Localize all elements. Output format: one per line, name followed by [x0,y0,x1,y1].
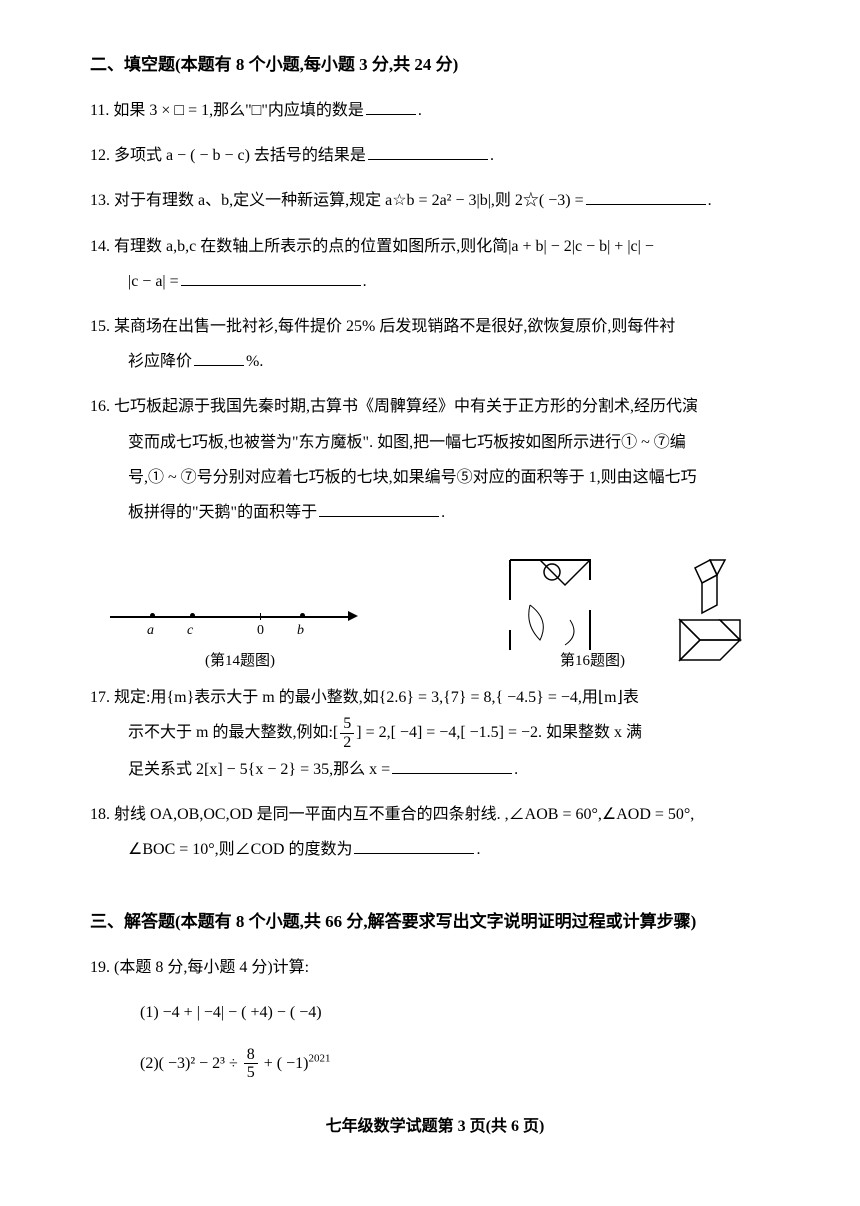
q17-end: . [514,761,518,778]
figure-14: a c 0 b (第14题图) [110,601,370,670]
q13-end: . [708,192,712,209]
page-footer: 七年级数学试题第 3 页(共 6 页) [90,1112,780,1136]
nl-label-a: a [147,623,154,639]
q15-line2: 衫应降价 [128,353,192,370]
fraction: 52 [340,715,354,751]
tangram-swan [660,555,760,670]
figures-row: a c 0 b (第14题图) [90,550,780,670]
figure-16-caption: 第16题图) [560,649,625,670]
q17-line2b: ] = 2,[ −4] = −4,[ −1.5] = −2. 如果整数 x 满 [356,724,642,741]
blank [392,756,512,774]
q18-line2: ∠BOC = 10°,则∠COD 的度数为 [128,841,352,858]
question-11: 11. 如果 3 × □ = 1,那么"□"内应填的数是. [90,93,780,128]
blank [181,268,361,286]
figure-16: 第16题图) [480,550,760,670]
q16-line3: 号,① ~ ⑦号分别对应着七巧板的七块,如果编号⑤对应的面积等于 1,则由这幅七… [128,469,697,486]
nl-label-b: b [297,623,304,639]
q17-line3: 足关系式 2[x] − 5{x − 2} = 35,那么 x = [128,761,390,778]
q18-end: . [476,841,480,858]
q11-text: 11. 如果 3 × □ = 1,那么"□"内应填的数是 [90,102,364,119]
q11-end: . [418,102,422,119]
q15-text: 15. 某商场在出售一批衬衫,每件提价 25% 后发现销路不是很好,欲恢复原价,… [90,318,675,335]
q15-end: %. [246,353,263,370]
nl-label-c: c [187,623,193,639]
q19-part1: (1) −4 + | −4| − ( +4) − ( −4) [90,995,780,1030]
blank [194,348,244,366]
question-15: 15. 某商场在出售一批衬衫,每件提价 25% 后发现销路不是很好,欲恢复原价,… [90,309,780,379]
blank [366,97,416,115]
q13-text: 13. 对于有理数 a、b,定义一种新运算,规定 a☆b = 2a² − 3|b… [90,192,584,209]
question-19: 19. (本题 8 分,每小题 4 分)计算: [90,950,780,985]
q19-2b: + ( −1) [260,1055,309,1072]
section3-header: 三、解答题(本题有 8 个小题,共 66 分,解答要求写出文字说明证明过程或计算… [90,907,780,932]
blank [354,836,474,854]
figure-14-caption: (第14题图) [110,649,370,670]
exponent: 2021 [308,1052,330,1064]
q19-part2: (2)( −3)² − 2³ ÷ 85 + ( −1)2021 [90,1046,780,1082]
q16-line4: 板拼得的"天鹅"的面积等于 [128,504,317,521]
q16-text: 16. 七巧板起源于我国先秦时期,古算书《周髀算经》中有关于正方形的分割术,经历… [90,398,698,415]
q12-end: . [490,147,494,164]
q17-text: 17. 规定:用{m}表示大于 m 的最小整数,如{2.6} = 3,{7} =… [90,689,639,706]
question-18: 18. 射线 OA,OB,OC,OD 是同一平面内互不重合的四条射线. ,∠AO… [90,797,780,867]
q18-text: 18. 射线 OA,OB,OC,OD 是同一平面内互不重合的四条射线. ,∠AO… [90,806,694,823]
q14-end: . [363,273,367,290]
section2-header: 二、填空题(本题有 8 个小题,每小题 3 分,共 24 分) [90,50,780,75]
q12-text: 12. 多项式 a − ( − b − c) 去括号的结果是 [90,147,366,164]
blank [319,499,439,517]
q14-line2: |c − a| = [128,273,179,290]
blank [586,187,706,205]
q16-end: . [441,504,445,521]
blank [368,142,488,160]
question-14: 14. 有理数 a,b,c 在数轴上所表示的点的位置如图所示,则化简|a + b… [90,229,780,299]
question-12: 12. 多项式 a − ( − b − c) 去括号的结果是. [90,138,780,173]
question-17: 17. 规定:用{m}表示大于 m 的最小整数,如{2.6} = 3,{7} =… [90,680,780,787]
nl-label-0: 0 [257,623,264,639]
q16-line2: 变而成七巧板,也被誉为"东方魔板". 如图,把一幅七巧板按如图所示进行① ~ ⑦… [128,434,686,451]
fraction: 85 [244,1046,258,1082]
question-13: 13. 对于有理数 a、b,定义一种新运算,规定 a☆b = 2a² − 3|b… [90,183,780,218]
q19-2a: (2)( −3)² − 2³ ÷ [140,1055,242,1072]
q14-text: 14. 有理数 a,b,c 在数轴上所表示的点的位置如图所示,则化简|a + b… [90,238,654,255]
q17-line2a: 示不大于 m 的最大整数,例如:[ [128,724,338,741]
number-line: a c 0 b [110,601,370,641]
question-16: 16. 七巧板起源于我国先秦时期,古算书《周髀算经》中有关于正方形的分割术,经历… [90,389,780,530]
